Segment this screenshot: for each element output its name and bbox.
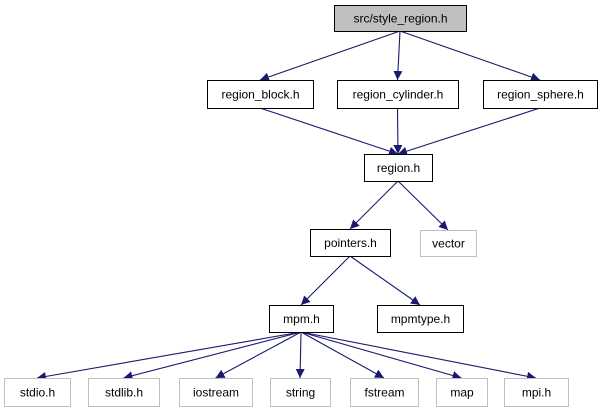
node-box [364,154,433,182]
edge-mpm-to-map [300,331,462,380]
node-region-cylinder[interactable]: region_cylinder.h [337,80,459,109]
edge-mpm-to-stdlib [123,331,302,381]
node-label: iostream [193,386,239,400]
node-box [269,305,334,333]
node-label: region_block.h [221,88,299,102]
node-region-sphere[interactable]: region_sphere.h [483,80,598,109]
node-label: src/style_region.h [353,12,447,26]
node-pointers[interactable]: pointers.h [310,229,391,257]
node-box [420,230,477,257]
edge-region-sphere-to-region [397,107,541,156]
node-mpm[interactable]: mpm.h [269,305,334,333]
node-box [270,378,331,407]
node-label: region.h [377,161,420,175]
node-map[interactable]: map [436,378,488,407]
node-vector[interactable]: vector [420,230,477,257]
node-label: mpm.h [283,312,320,326]
edge-mpm-to-stdio [36,331,302,381]
node-label: stdio.h [20,386,55,400]
edge-mpm-to-iostream [215,331,302,379]
node-fstream[interactable]: fstream [350,378,419,407]
edge-region-cylinder-to-region [393,107,403,155]
edge-style-region-to-region-block [259,30,401,82]
edge-pointers-to-mpmtype [349,255,421,306]
edge-mpm-to-string [295,331,305,379]
edge-style-region-to-region-sphere [399,30,541,82]
edge-region-block-to-region [259,107,399,156]
edge-style-region-to-region-cylinder [393,30,403,81]
node-region-block[interactable]: region_block.h [207,80,314,109]
node-label: mpmtype.h [391,312,450,326]
node-label: mpi.h [522,386,551,400]
node-box [436,378,488,407]
node-region[interactable]: region.h [364,154,433,182]
node-style-region[interactable]: src/style_region.h [334,5,467,32]
edge-region-to-vector [397,180,449,231]
node-mpi[interactable]: mpi.h [504,378,569,407]
node-box [207,80,314,109]
edge-mpm-to-fstream [300,331,385,379]
node-box [88,378,160,407]
node-box [334,5,467,32]
node-label: region_sphere.h [497,88,584,102]
node-label: region_cylinder.h [353,88,444,102]
node-iostream[interactable]: iostream [179,378,253,407]
node-label: vector [432,237,465,251]
node-box [350,378,419,407]
edge-pointers-to-mpm [300,255,351,306]
node-box [337,80,459,109]
node-stdio[interactable]: stdio.h [4,378,71,407]
edge-region-to-pointers [349,180,399,230]
node-box [179,378,253,407]
node-string[interactable]: string [270,378,331,407]
node-box [483,80,598,109]
node-box [310,229,391,257]
node-label: stdlib.h [105,386,143,400]
node-box [504,378,569,407]
node-box [4,378,71,407]
node-stdlib[interactable]: stdlib.h [88,378,160,407]
node-box [377,305,464,333]
edge-mpm-to-mpi [300,331,537,381]
node-label: pointers.h [324,236,377,250]
node-mpmtype[interactable]: mpmtype.h [377,305,464,333]
node-label: fstream [364,386,404,400]
node-label: string [286,386,315,400]
node-label: map [450,386,474,400]
